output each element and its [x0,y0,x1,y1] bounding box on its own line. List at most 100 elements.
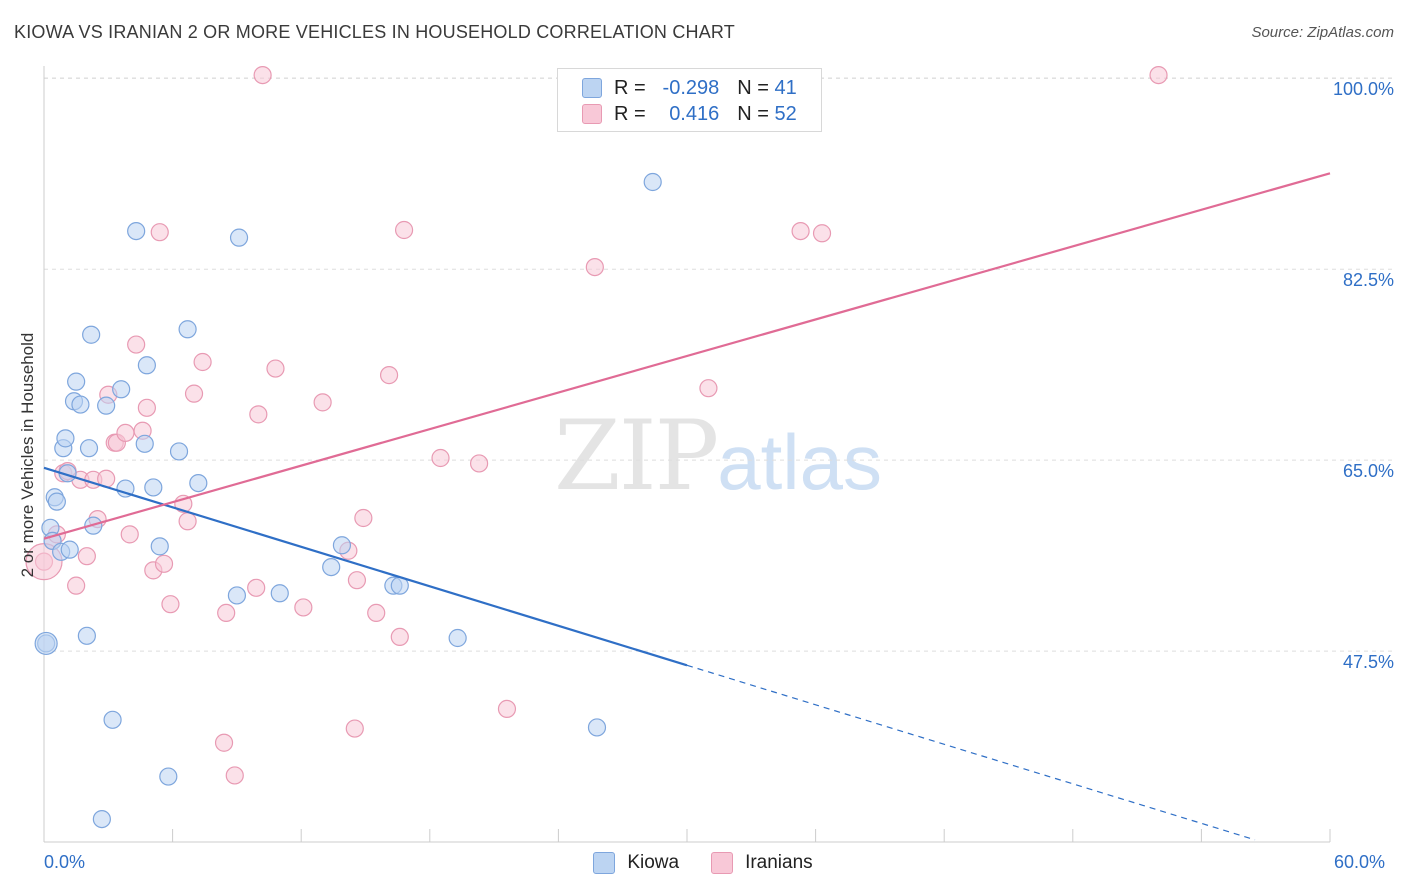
legend-r-label: R = [614,102,646,125]
kiowa-trend-line [43,466,688,667]
legend-n-label: N = [737,76,769,99]
iranians-point [266,359,285,378]
watermark-atlas: atlas [717,418,882,506]
kiowa-point [332,536,352,555]
watermark: ZIPatlas [554,400,882,512]
iranians-point [127,335,146,354]
x-tick-label-min: 0.0% [44,852,86,872]
iranians-point [1149,65,1168,85]
kiowa-trend-extension [686,664,1256,841]
kiowa-legend-label: Kiowa [627,852,680,873]
kiowa-point [67,372,86,391]
grid-lines [44,77,1392,652]
series-legend: Kiowa Iranians [0,852,1406,874]
iranians-point [345,719,364,738]
legend-n-value: 52 [774,102,797,125]
kiowa-swatch [582,78,602,98]
y-axis-label: 2 or more Vehicles in Household [18,332,37,578]
kiowa-point [60,540,79,559]
iranians-points [25,65,1168,785]
iranians-point [699,379,718,398]
iranians-point [394,220,414,240]
iranians-point [469,454,489,473]
kiowa-point [116,479,135,498]
legend-n-value: 41 [774,76,797,99]
y-tick-label: 82.5% [1342,270,1394,291]
iranians-point [67,576,86,595]
kiowa-point [643,172,662,192]
legend-row-iranians: R = 0.416 N = 52 [582,102,797,126]
iranians-point [812,224,832,243]
iranians-point [347,571,367,590]
iranians-point [178,512,197,531]
trend-lines [43,172,1331,841]
kiowa-point [92,809,111,829]
y-tick-label: 65.0% [1342,461,1394,482]
iranians-legend-label: Iranians [745,852,813,873]
iranians-point [137,398,156,417]
kiowa-point-large [34,631,58,656]
iranians-point [585,257,604,277]
kiowa-point [169,442,189,461]
kiowa-point [270,584,289,603]
legend-row-kiowa: R = -0.298 N = 41 [582,76,797,100]
iranians-point [379,365,399,385]
iranians-point [161,595,180,614]
iranians-point [77,547,96,566]
iranians-point [154,554,174,573]
legend-item-kiowa[interactable]: Kiowa [593,852,679,874]
iranians-point [193,352,212,372]
stats-legend: R = -0.298 N = 41 R = 0.416 N = 52 [557,68,822,132]
kiowa-point [127,221,146,241]
iranians-legend-swatch [711,852,734,874]
kiowa-point [56,429,75,448]
y-tick-label: 47.5% [1342,652,1394,673]
iranians-point [367,603,386,623]
legend-r-label: R = [614,76,646,99]
kiowa-point [178,320,197,339]
iranians-point [313,393,332,412]
chart-title: KIOWA VS IRANIAN 2 OR MORE VEHICLES IN H… [14,22,735,42]
kiowa-point [229,228,249,247]
kiowa-point [587,718,607,737]
kiowa-point [71,395,90,414]
kiowa-point [137,356,156,375]
iranians-point [225,766,244,785]
kiowa-point [135,434,154,453]
kiowa-point [144,478,163,497]
kiowa-point [227,586,246,605]
kiowa-point [189,473,208,493]
kiowa-point [150,537,169,556]
kiowa-point [322,557,341,577]
iranians-point [116,423,135,443]
kiowa-point [82,325,101,344]
kiowa-legend-swatch [593,852,616,874]
legend-item-iranians[interactable]: Iranians [711,852,813,874]
kiowa-point [112,380,131,399]
iranians-point [214,733,234,752]
iranians-point [791,221,810,241]
iranians-point [354,508,373,528]
iranians-point [217,603,236,623]
legend-r-value: 0.416 [669,102,720,125]
iranians-point [249,405,268,424]
iranians-point [120,525,139,544]
watermark-zip: ZIP [554,400,719,512]
legend-n-label: N = [737,102,769,125]
iranians-point [184,384,204,403]
iranians-point [294,598,313,617]
kiowa-point [103,710,122,729]
iranians-point [390,627,409,647]
legend-r-value: -0.298 [662,76,720,99]
iranians-trend-line [43,172,1331,540]
kiowa-point [448,628,467,648]
source-credit: Source: ZipAtlas.com [1251,24,1394,41]
kiowa-points [34,172,662,829]
axes [43,66,1331,843]
kiowa-point [79,439,99,458]
kiowa-point [77,626,96,645]
x-tick-label-max: 60.0% [1334,852,1386,872]
iranians-point [150,223,169,242]
iranians-point [247,578,266,597]
